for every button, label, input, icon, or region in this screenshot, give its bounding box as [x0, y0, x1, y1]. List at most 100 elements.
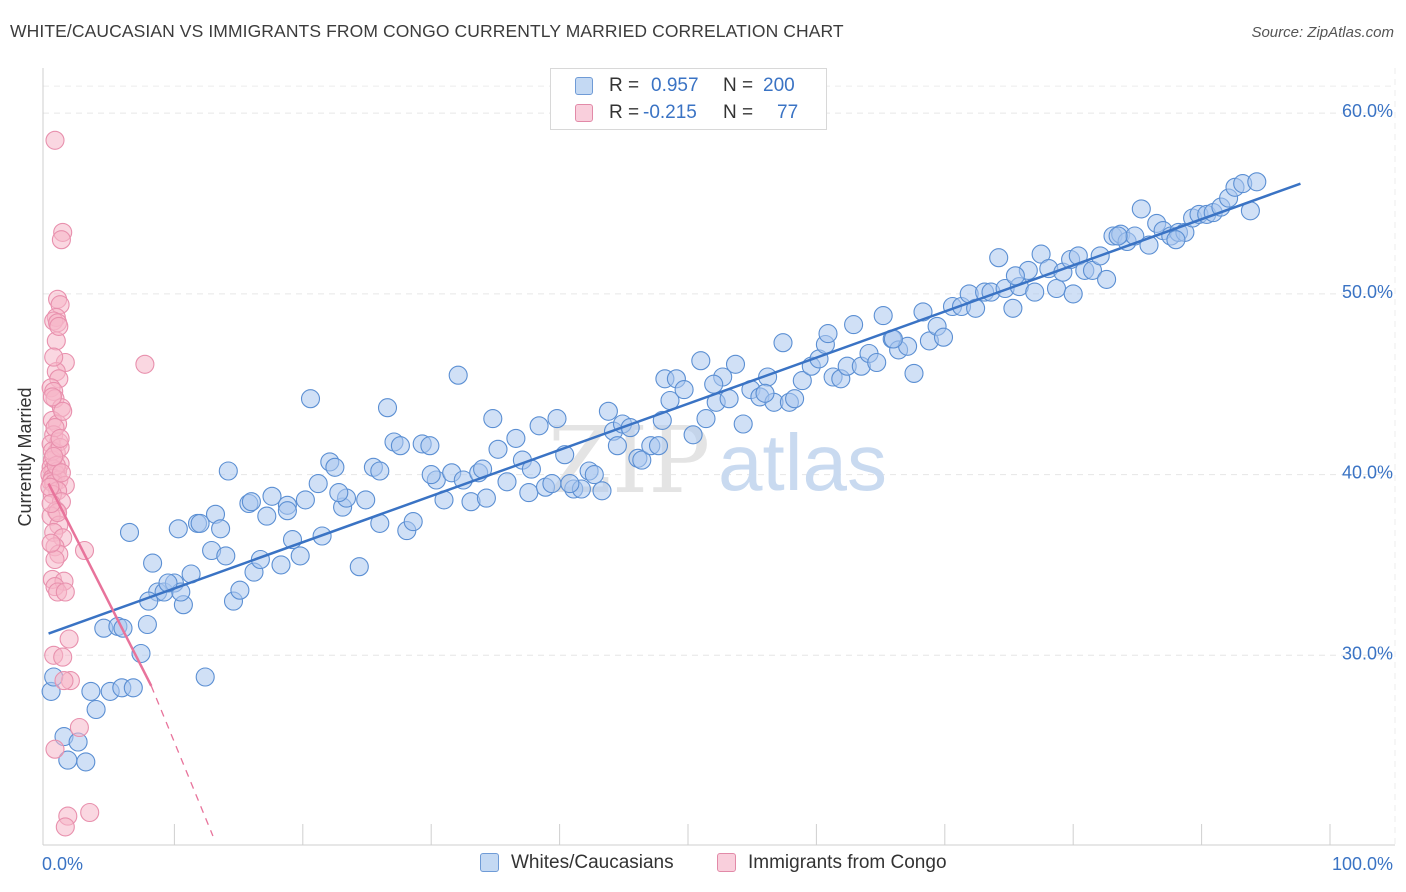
whites-point-178: [818, 324, 838, 344]
whites-point-97: [696, 409, 716, 429]
legend-swatch-whites: [575, 77, 593, 95]
legend-r-label: R =: [609, 75, 640, 96]
trend-line-congo: [47, 483, 153, 687]
congo-point-70: [42, 387, 62, 407]
congo-point-67: [53, 401, 73, 421]
whites-point-151: [1097, 269, 1117, 289]
whites-point-109: [785, 389, 805, 409]
whites-point-69: [497, 472, 517, 492]
congo-point-68: [44, 347, 64, 367]
whites-point-40: [295, 490, 315, 510]
whites-point-88: [632, 450, 652, 470]
congo-point-56: [69, 717, 89, 738]
trend-line-whites: [48, 182, 1301, 635]
whites-point-27: [211, 519, 231, 539]
whites-point-186: [421, 465, 441, 485]
whites-point-101: [725, 354, 746, 374]
whites-point-58: [420, 436, 440, 456]
bottom-legend-swatch-congo: [717, 853, 736, 872]
whites-point-67: [483, 409, 503, 429]
trend-lines: [47, 182, 1301, 837]
whites-point-138: [1003, 298, 1023, 318]
whites-point-136: [989, 248, 1009, 268]
congo-point-59: [55, 817, 75, 837]
whites-point-191: [216, 546, 236, 566]
congo-point-57: [45, 739, 65, 759]
congo-point-55: [54, 671, 74, 691]
source-credit: Source: ZipAtlas.com: [1251, 24, 1394, 41]
whites-point-7: [86, 699, 106, 720]
bottom-legend-swatch-whites: [480, 853, 499, 872]
whites-point-34: [257, 506, 277, 526]
whites-point-94: [674, 380, 694, 400]
series-congo-points: [40, 130, 155, 837]
whites-point-129: [933, 327, 954, 347]
whites-point-70: [506, 428, 526, 448]
whites-point-188: [329, 483, 349, 503]
whites-point-73: [529, 416, 549, 436]
congo-point-0: [45, 130, 65, 150]
whites-point-24: [195, 667, 215, 687]
whites-point-83: [598, 401, 618, 421]
whites-point-125: [904, 363, 924, 383]
bottom-legend-label-congo: Immigrants from Congo: [748, 852, 947, 873]
legend-n-value: 200: [763, 75, 795, 96]
whites-point-42: [308, 474, 328, 494]
whites-point-56: [403, 512, 423, 532]
whites-point-16: [143, 553, 163, 573]
whites-point-107: [773, 333, 793, 353]
y-tick-label-2: 50.0%: [1342, 282, 1393, 302]
legend-n-label: N =: [723, 102, 754, 123]
whites-point-174: [1108, 226, 1128, 246]
congo-point-2: [51, 230, 71, 250]
whites-point-187: [370, 461, 390, 481]
whites-point-41: [300, 389, 321, 409]
whites-point-81: [584, 465, 604, 485]
whites-point-20: [168, 519, 188, 539]
whites-point-176: [1063, 284, 1083, 304]
whites-point-144: [1046, 278, 1067, 299]
whites-point-156: [1131, 199, 1151, 219]
chart-title: WHITE/CAUCASIAN VS IMMIGRANTS FROM CONGO…: [10, 21, 844, 41]
whites-point-175: [1005, 266, 1025, 286]
whites-point-45: [325, 457, 345, 477]
whites-point-90: [648, 436, 669, 456]
legend-r-label: R =: [609, 102, 640, 123]
whites-point-39: [290, 546, 310, 566]
x-ticks: [173, 824, 1331, 845]
congo-point-10: [135, 354, 155, 374]
whites-point-183: [560, 474, 580, 494]
whites-point-121: [873, 306, 893, 326]
whites-point-62: [448, 365, 468, 385]
whites-point-72: [519, 483, 539, 503]
whites-point-173: [1166, 230, 1186, 250]
whites-point-68: [488, 439, 508, 459]
whites-point-48: [349, 557, 369, 577]
whites-point-6: [81, 681, 101, 701]
legend-n-value: 77: [777, 102, 799, 123]
whites-point-192: [190, 513, 210, 533]
axes: [42, 68, 1395, 846]
x-tick-label-1: 100.0%: [1332, 854, 1393, 874]
whites-point-117: [844, 315, 864, 335]
congo-point-72: [51, 463, 71, 483]
congo-point-51: [59, 629, 79, 649]
whites-point-5: [76, 752, 96, 772]
whites-point-28: [218, 461, 238, 481]
whites-point-141: [1025, 282, 1045, 302]
whites-point-182: [607, 436, 627, 456]
whites-point-13: [123, 678, 143, 698]
y-tick-label-1: 40.0%: [1342, 463, 1393, 483]
whites-point-179: [755, 383, 775, 403]
y-tick-label-3: 60.0%: [1342, 101, 1393, 121]
whites-point-12: [119, 522, 140, 542]
whites-point-110: [792, 371, 812, 391]
correlation-legend: R = 0.957 N = 200 R = -0.215 N = 77: [550, 68, 827, 130]
whites-point-102: [733, 414, 753, 434]
x-tick-labels: 0.0% 100.0%: [42, 854, 1393, 874]
whites-point-95: [683, 425, 703, 445]
congo-point-69: [49, 316, 69, 336]
y-axis-title: Currently Married: [15, 387, 35, 526]
whites-point-49: [356, 490, 376, 510]
whites-point-66: [476, 488, 496, 508]
